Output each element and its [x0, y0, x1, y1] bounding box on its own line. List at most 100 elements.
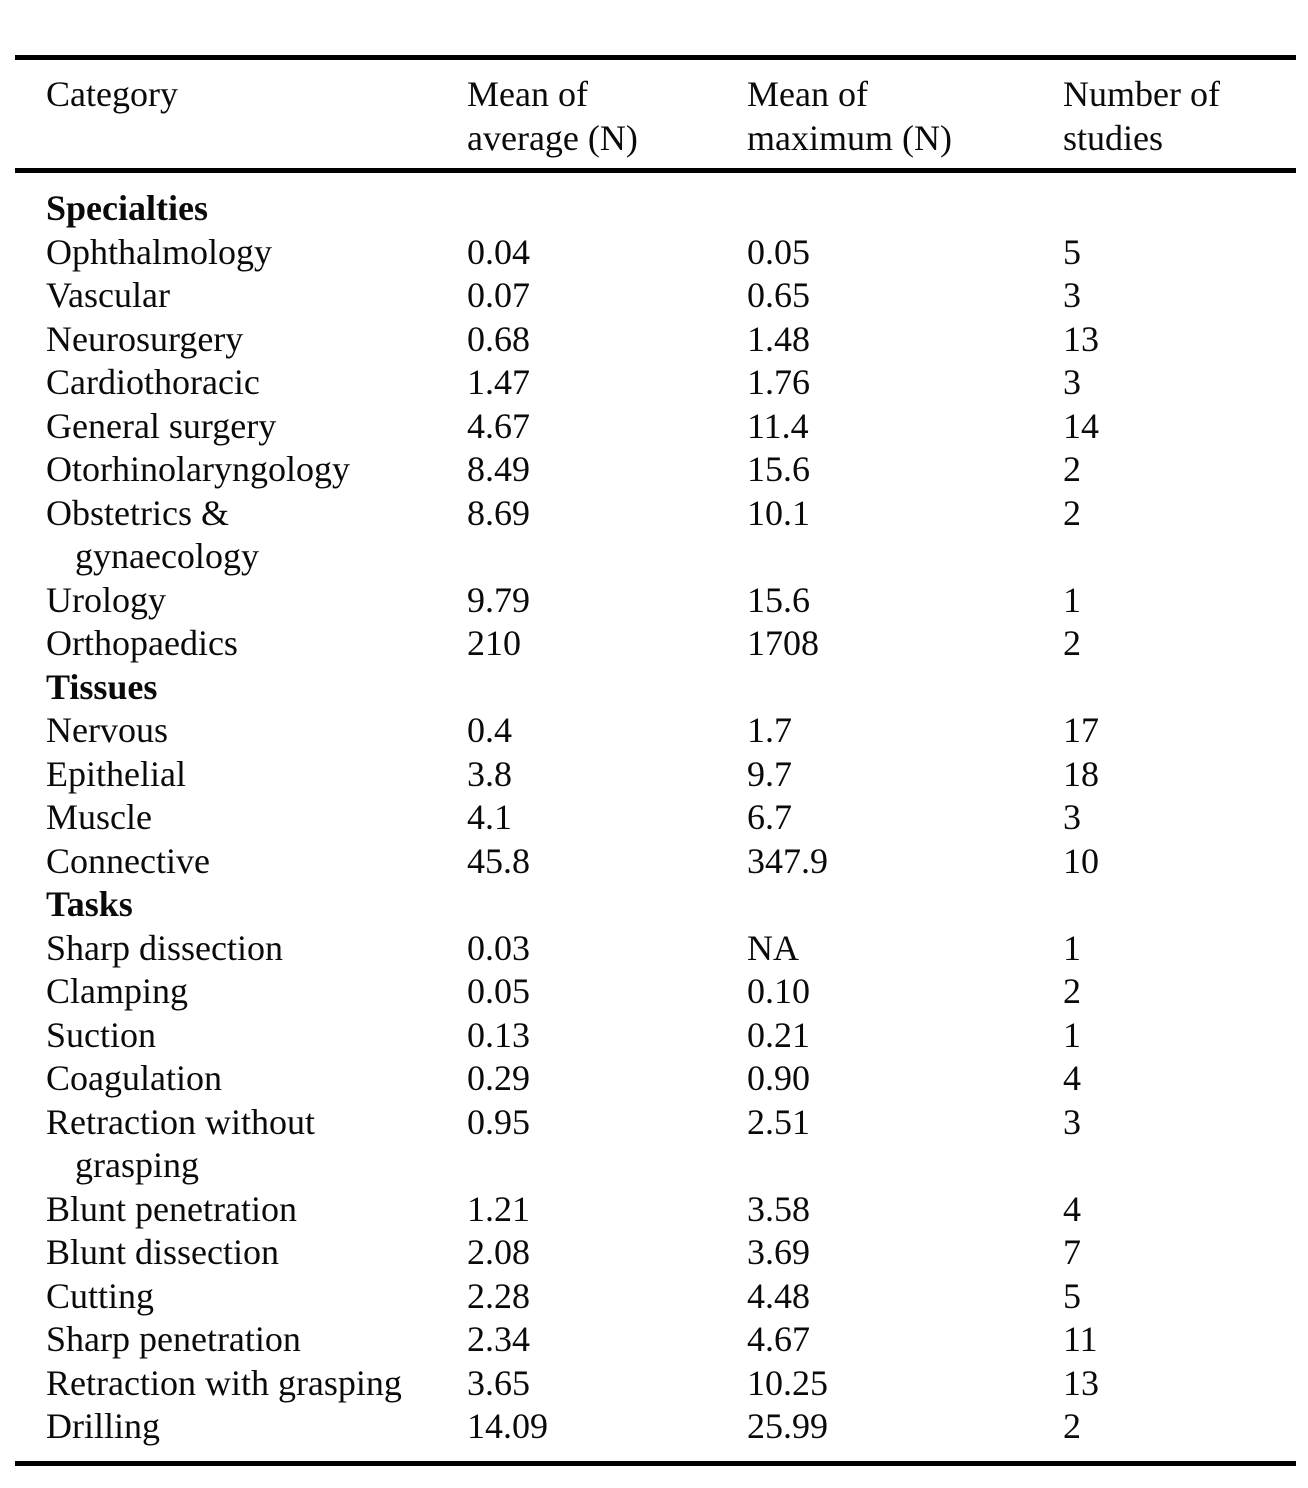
mean-average-cell: 1.47: [467, 362, 530, 402]
mean-maximum-cell: 10.1: [747, 492, 810, 533]
category-cell: Ophthalmology: [15, 231, 467, 275]
num-studies-cell: 13: [1063, 318, 1099, 359]
table-bottom-rule: [15, 1460, 1296, 1466]
mean-average-cell: 0.03: [467, 927, 530, 968]
mean-average-cell: 3.8: [467, 753, 512, 794]
category-line: Coagulation: [46, 1058, 222, 1098]
mean-maximum-cell: 25.99: [747, 1406, 828, 1446]
mean-average-cell: 0.29: [467, 1058, 530, 1098]
mean-maximum-cell: 0.65: [747, 275, 810, 315]
mean-average-cell: 0.04: [467, 231, 530, 272]
mean-maximum-cell: NA: [747, 927, 799, 968]
table-row: Urology 9.79 15.6 1: [15, 579, 1296, 623]
num-studies-cell: 1: [1063, 579, 1081, 620]
category-cell: Urology: [15, 579, 467, 623]
category-line: Drilling: [46, 1406, 160, 1446]
category-line: Vascular: [46, 275, 170, 315]
mean-average-cell: 0.05: [467, 971, 530, 1011]
table-row: Ophthalmology 0.04 0.05 5: [15, 231, 1296, 275]
category-wrap-line: gynaecology: [75, 536, 259, 576]
num-studies-cell: 10: [1063, 840, 1099, 881]
mean-average-cell: 14.09: [467, 1406, 548, 1446]
mean-maximum-cell: 0.05: [747, 231, 810, 272]
mean-maximum-cell: 1.48: [747, 318, 810, 359]
table-row: Cardiothoracic 1.47 1.76 3: [15, 361, 1296, 405]
category-cell: Obstetrics & gynaecology: [15, 492, 467, 579]
mean-maximum-cell: 4.67: [747, 1319, 810, 1359]
num-studies-cell: 3: [1063, 275, 1081, 315]
category-line: Sharp dissection: [46, 927, 283, 968]
category-line: Orthopaedics: [46, 623, 238, 663]
section-header: Tissues: [46, 666, 158, 707]
mean-maximum-cell: 10.25: [747, 1362, 828, 1403]
category-line: Cutting: [46, 1275, 155, 1316]
category-line: Sharp penetration: [46, 1319, 301, 1359]
mean-maximum-cell: 3.58: [747, 1188, 810, 1229]
num-studies-cell: 2: [1063, 623, 1081, 663]
mean-average-cell: 0.13: [467, 1014, 530, 1055]
table-row: Suction 0.13 0.21 1: [15, 1014, 1296, 1058]
category-cell: Connective: [15, 840, 467, 884]
category-cell: Nervous: [15, 709, 467, 753]
mean-maximum-cell: 0.90: [747, 1058, 810, 1098]
table-row: Sharp dissection 0.03 NA 1: [15, 927, 1296, 971]
num-studies-cell: 2: [1063, 449, 1081, 489]
category-line: Suction: [46, 1014, 157, 1055]
mean-average-cell: 2.08: [467, 1232, 530, 1272]
num-studies-cell: 4: [1063, 1058, 1081, 1098]
table-row: Sharp penetration 2.34 4.67 11: [15, 1318, 1296, 1362]
mean-maximum-cell: 15.6: [747, 579, 810, 620]
category-cell: Drilling: [15, 1405, 467, 1461]
category-cell: Sharp penetration: [15, 1318, 467, 1362]
mean-maximum-cell: 6.7: [747, 797, 792, 837]
mean-average-cell: 0.95: [467, 1101, 530, 1142]
table-row: Obstetrics & gynaecology 8.69 10.1 2: [15, 492, 1296, 579]
table-row: Connective 45.8 347.9 10: [15, 840, 1296, 884]
table-row: Clamping 0.05 0.10 2: [15, 970, 1296, 1014]
category-line: Blunt penetration: [46, 1188, 297, 1229]
mean-average-cell: 9.79: [467, 579, 530, 620]
table-row: Coagulation 0.29 0.90 4: [15, 1057, 1296, 1101]
table-row: Retraction with grasping 3.65 10.25 13: [15, 1362, 1296, 1406]
column-header-mean_avg: Mean of average (N): [467, 60, 747, 173]
category-cell: Retraction with grasping: [15, 1362, 467, 1406]
table-row: Blunt dissection 2.08 3.69 7: [15, 1231, 1296, 1275]
num-studies-cell: 3: [1063, 797, 1081, 837]
num-studies-cell: 3: [1063, 1101, 1081, 1142]
mean-maximum-cell: 1708: [747, 623, 819, 663]
num-studies-cell: 13: [1063, 1362, 1099, 1403]
num-studies-cell: 2: [1063, 1406, 1081, 1446]
table-row: General surgery 4.67 11.4 14: [15, 405, 1296, 449]
mean-average-cell: 4.1: [467, 797, 512, 837]
num-studies-cell: 4: [1063, 1188, 1081, 1229]
mean-average-cell: 0.4: [467, 710, 512, 750]
mean-average-cell: 0.68: [467, 318, 530, 359]
category-line: Ophthalmology: [46, 231, 272, 272]
mean-average-cell: 2.34: [467, 1319, 530, 1359]
mean-maximum-cell: 0.10: [747, 971, 810, 1011]
category-cell: Sharp dissection: [15, 927, 467, 971]
category-line: Epithelial: [46, 753, 186, 794]
num-studies-cell: 5: [1063, 1275, 1081, 1316]
column-header-category: Category: [15, 60, 467, 173]
table-row: Retraction without grasping 0.95 2.51 3: [15, 1101, 1296, 1188]
mean-maximum-cell: 2.51: [747, 1101, 810, 1142]
mean-maximum-cell: 3.69: [747, 1232, 810, 1272]
category-wrap-line: grasping: [75, 1145, 199, 1185]
table-row: Muscle 4.1 6.7 3: [15, 796, 1296, 840]
category-cell: Otorhinolaryngology: [15, 448, 467, 492]
category-line: Neurosurgery: [46, 318, 244, 359]
category-line: Otorhinolaryngology: [46, 449, 350, 489]
mean-maximum-cell: 1.76: [747, 362, 810, 402]
num-studies-cell: 3: [1063, 362, 1081, 402]
num-studies-cell: 17: [1063, 710, 1099, 750]
category-line: Nervous: [46, 710, 168, 750]
mean-maximum-cell: 0.21: [747, 1014, 810, 1055]
num-studies-cell: 2: [1063, 971, 1081, 1011]
mean-maximum-cell: 11.4: [747, 405, 809, 446]
mean-average-cell: 1.21: [467, 1188, 530, 1229]
mean-average-cell: 8.49: [467, 449, 530, 489]
num-studies-cell: 7: [1063, 1232, 1081, 1272]
num-studies-cell: 18: [1063, 753, 1099, 794]
mean-maximum-cell: 347.9: [747, 840, 828, 881]
